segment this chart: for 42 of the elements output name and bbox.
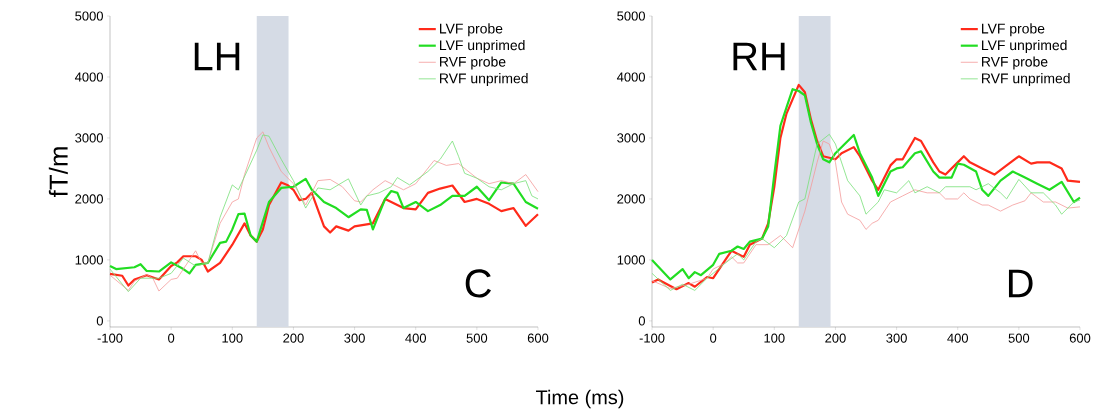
annotation: C (465, 269, 491, 298)
legend-label: RVF unprimed (982, 73, 1070, 87)
y-tick-label: 4000 (616, 72, 645, 82)
x-tick-label: 600 (1069, 333, 1091, 343)
y-tick-label: 0 (96, 316, 103, 326)
legend-label: LVF probe (440, 23, 503, 37)
legend-label: LVF unprimed (440, 39, 525, 53)
annotation: LH (194, 42, 240, 71)
x-tick-label: 300 (344, 333, 365, 343)
x-tick-label: 100 (764, 333, 785, 343)
y-tick-label: 2000 (75, 194, 103, 204)
y-axis-title: fT/m (48, 147, 68, 198)
x-tick-label: -100 (639, 333, 665, 343)
x-tick-label: 100 (222, 333, 243, 343)
annotation: D (1008, 269, 1033, 298)
x-tick-label: 200 (825, 333, 846, 343)
x-tick-label: 0 (168, 333, 175, 343)
x-tick-label: 500 (1008, 333, 1030, 343)
y-tick-label: 2000 (617, 194, 645, 204)
x-tick-label: 500 (466, 333, 488, 343)
y-tick-label: 5000 (617, 11, 645, 21)
x-tick-label: 600 (527, 333, 549, 343)
legend-label: LVF unprimed (982, 39, 1067, 53)
legend-label: RVF probe (982, 56, 1048, 70)
legend-label: LVF probe (982, 23, 1045, 37)
y-tick-label: 4000 (74, 72, 103, 82)
x-tick-label: 0 (710, 333, 717, 343)
y-tick-label: 1000 (617, 255, 645, 265)
x-tick-label: 400 (405, 333, 427, 343)
x-tick-label: 200 (283, 333, 304, 343)
legend-label: RVF probe (440, 56, 506, 70)
y-tick-label: 3000 (75, 133, 103, 143)
y-tick-label: 0 (638, 316, 645, 326)
x-tick-label: 300 (886, 333, 907, 343)
x-tick-label: -100 (97, 333, 123, 343)
annotation: RH (733, 42, 785, 71)
y-tick-label: 5000 (75, 11, 103, 21)
y-tick-label: 1000 (75, 255, 103, 265)
x-axis-title: Time (ms) (536, 389, 624, 409)
legend-label: RVF unprimed (440, 73, 528, 87)
x-tick-label: 400 (947, 333, 969, 343)
y-tick-label: 3000 (617, 133, 645, 143)
